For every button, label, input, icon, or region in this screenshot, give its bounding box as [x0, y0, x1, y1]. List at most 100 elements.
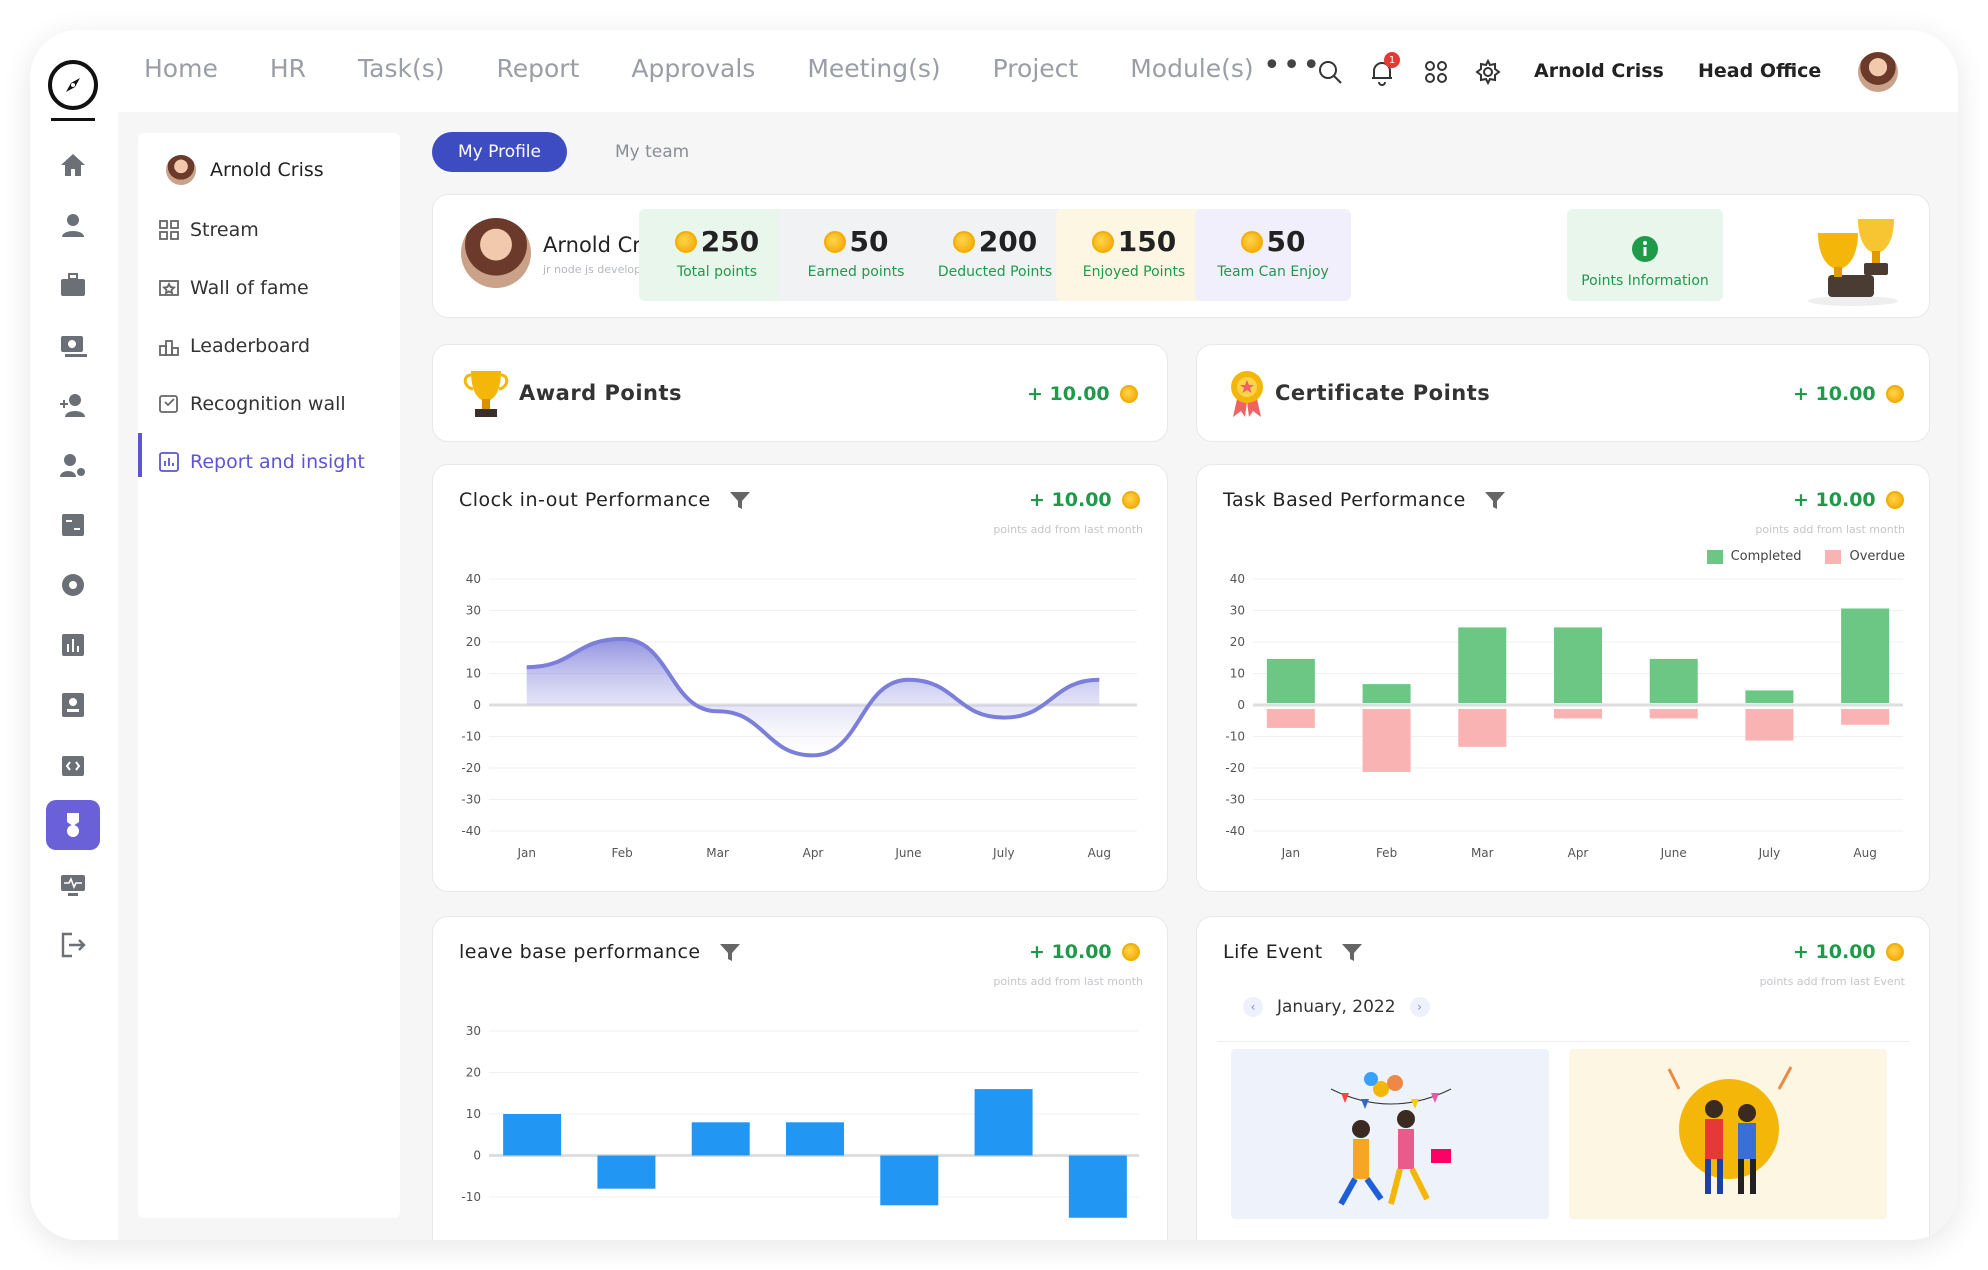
filter-icon[interactable]: [719, 941, 741, 963]
calculator-icon[interactable]: [46, 500, 100, 550]
y-tick-label: 20: [466, 635, 481, 649]
prev-month-icon[interactable]: ‹: [1243, 997, 1263, 1017]
life-points: + 10.00: [1793, 941, 1904, 963]
certificate-points-card: Certificate Points + 10.00: [1196, 344, 1930, 442]
event-card-party[interactable]: [1569, 1049, 1887, 1219]
recognition-icon: [159, 395, 178, 413]
money-icon[interactable]: [46, 320, 100, 370]
leave-subtitle: points add from last month: [993, 975, 1143, 988]
x-tick-label: Feb: [1376, 846, 1397, 860]
user-name[interactable]: Arnold Criss: [1534, 60, 1664, 82]
task-performance-card: Task Based Performance + 10.00 points ad…: [1196, 464, 1930, 892]
filter-icon[interactable]: [1484, 489, 1506, 511]
nav-item-report[interactable]: Report: [496, 54, 580, 83]
y-tick-label: 20: [1230, 635, 1245, 649]
settings-gear-icon[interactable]: [1474, 58, 1504, 88]
points-information-card[interactable]: Points Information: [1567, 209, 1723, 301]
coin-icon: [674, 230, 697, 253]
trophy-illustration-icon: [1808, 219, 1898, 306]
divider: [1217, 1041, 1909, 1042]
bar-overdue: [1458, 709, 1507, 747]
stat-card[interactable]: 50 Earned points: [778, 209, 934, 301]
top-avatar[interactable]: [1858, 52, 1898, 92]
y-tick-label: 40: [1230, 572, 1245, 586]
nav-item-tasks[interactable]: Task(s): [358, 54, 445, 83]
nav-item-home[interactable]: Home: [144, 54, 218, 83]
bar-completed: [1841, 608, 1890, 703]
event-card-celebration[interactable]: [1231, 1049, 1549, 1219]
nav-item-approvals[interactable]: Approvals: [631, 54, 756, 83]
month-label: January, 2022: [1277, 997, 1396, 1017]
chart-icon[interactable]: [46, 620, 100, 670]
nav-item-meetings[interactable]: Meeting(s): [807, 54, 941, 83]
profile-card: Arnold Criss jr node js developer 250 Tot…: [432, 194, 1930, 318]
stat-card[interactable]: 250 Total points: [639, 209, 795, 301]
profile-role: jr node js developer: [543, 263, 653, 276]
filter-icon[interactable]: [1341, 941, 1363, 963]
stat-card[interactable]: 150 Enjoyed Points: [1056, 209, 1212, 301]
office-name[interactable]: Head Office: [1698, 60, 1822, 82]
stat-value: 200: [917, 225, 1073, 258]
briefcase-icon[interactable]: [46, 260, 100, 310]
user-icon[interactable]: [46, 200, 100, 250]
nav-item-modules[interactable]: Module(s): [1130, 54, 1254, 83]
bar: [880, 1155, 939, 1206]
sidebar-item-stream[interactable]: Stream: [158, 219, 259, 241]
main-nav: Home HR Task(s) Report Approvals Meeting(s) Pr…: [144, 54, 1306, 83]
nav-item-hr[interactable]: HR: [269, 54, 306, 83]
life-title-text: Life Event: [1223, 941, 1323, 963]
leave-performance-card: leave base performance + 10.00 points ad…: [432, 916, 1168, 1240]
user-settings-icon[interactable]: [46, 440, 100, 490]
bar-completed: [1649, 658, 1698, 703]
stat-card[interactable]: 50 Team Can Enjoy: [1195, 209, 1351, 301]
tab-my-team[interactable]: My team: [615, 142, 690, 162]
next-month-icon[interactable]: ›: [1409, 997, 1430, 1017]
y-tick-label: 10: [466, 667, 481, 681]
more-menu-icon[interactable]: •••: [1263, 48, 1323, 83]
app-frame: Home HR Task(s) Report Approvals Meeting(s) Pr…: [30, 30, 1958, 1240]
sidebar-item-report-and-insight[interactable]: Report and insight: [158, 451, 365, 473]
y-tick-label: -30: [461, 793, 481, 807]
clock-points-value: + 10.00: [1029, 489, 1112, 511]
bar: [691, 1122, 750, 1156]
logout-icon[interactable]: [46, 920, 100, 970]
sidebar-item-wall-of-fame[interactable]: Wall of fame: [158, 277, 309, 299]
sidebar-item-label: Report and insight: [190, 451, 365, 473]
y-tick-label: 0: [473, 1149, 481, 1163]
bell-icon[interactable]: 1: [1368, 52, 1400, 88]
x-tick-label: July: [1758, 846, 1781, 860]
add-user-icon[interactable]: [46, 380, 100, 430]
sidebar-item-leaderboard[interactable]: Leaderboard: [158, 335, 310, 357]
legend-overdue: Overdue: [1825, 549, 1905, 564]
sidebar-item-label: Recognition wall: [190, 393, 346, 415]
y-tick-label: 0: [1237, 698, 1245, 712]
tab-my-profile[interactable]: My Profile: [432, 132, 567, 172]
x-tick-label: July: [992, 846, 1015, 860]
home-icon[interactable]: [46, 140, 100, 190]
gear-icon[interactable]: [46, 560, 100, 610]
task-title: Task Based Performance: [1223, 489, 1506, 511]
y-tick-label: 30: [466, 604, 481, 618]
monitor-pulse-icon[interactable]: [46, 860, 100, 910]
search-icon[interactable]: [1316, 58, 1346, 88]
coin-icon: [1121, 943, 1140, 961]
sidebar-item-recognition-wall[interactable]: Recognition wall: [158, 393, 346, 415]
stat-card[interactable]: 200 Deducted Points: [917, 209, 1073, 301]
y-tick-label: -20: [461, 761, 481, 775]
sidebar-user[interactable]: Arnold Criss: [166, 155, 324, 185]
nav-item-project[interactable]: Project: [992, 54, 1079, 83]
podium-icon: [159, 340, 179, 356]
y-tick-label: 10: [1230, 667, 1245, 681]
compass-logo-icon[interactable]: [48, 60, 98, 110]
filter-icon[interactable]: [729, 489, 751, 511]
stat-value: 250: [639, 225, 795, 258]
stat-value: 50: [778, 225, 934, 258]
x-tick-label: Apr: [803, 846, 824, 860]
contact-card-icon[interactable]: [46, 680, 100, 730]
y-tick-label: -10: [461, 1190, 481, 1204]
coin-icon: [1091, 230, 1114, 253]
life-points-value: + 10.00: [1793, 941, 1876, 963]
code-badge-icon[interactable]: [46, 740, 100, 790]
apps-grid-icon[interactable]: [1422, 58, 1452, 88]
medal-icon[interactable]: [46, 800, 100, 850]
